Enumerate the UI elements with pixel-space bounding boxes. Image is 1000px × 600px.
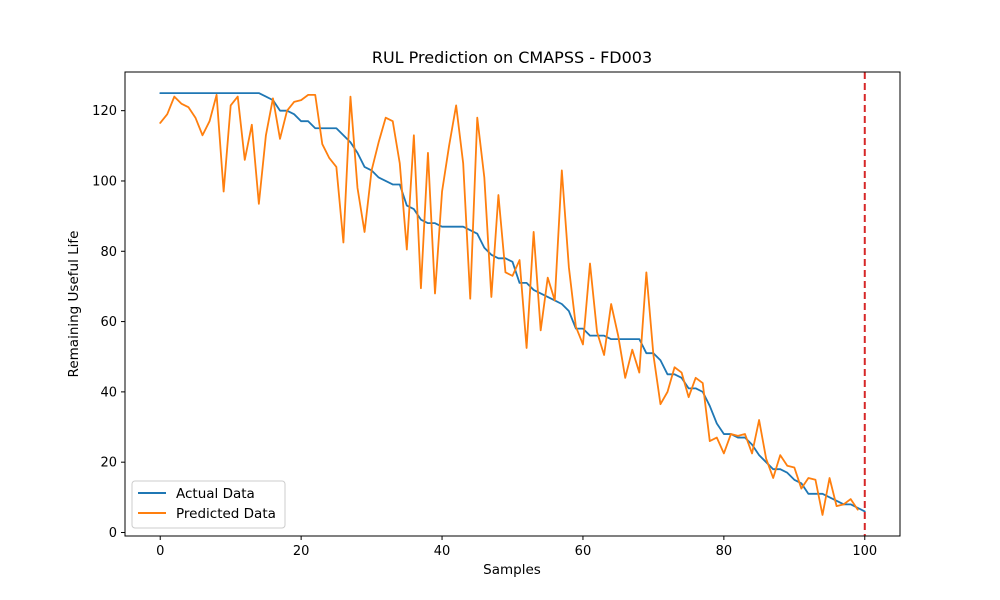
plot-area: [159, 72, 866, 536]
series-line-predicted: [159, 93, 859, 516]
y-tick-label: 120: [92, 104, 117, 119]
legend-label-predicted: Predicted Data: [176, 506, 276, 522]
axis-ticks: 0 20 40 60 80 100 0 20 40 60 80 100 120: [92, 104, 877, 559]
legend-box: [131, 480, 286, 529]
y-tick-label: 40: [100, 385, 117, 400]
plot-frame: [124, 71, 901, 537]
x-tick-label: 80: [716, 544, 733, 559]
y-tick-label: 20: [100, 456, 117, 471]
y-tick-label: 60: [100, 315, 117, 330]
legend-label-actual: Actual Data: [176, 486, 255, 502]
chart-title: RUL Prediction on CMAPSS - FD003: [372, 48, 652, 67]
x-tick-label: 40: [434, 544, 451, 559]
x-tick-label: 20: [293, 544, 310, 559]
x-tick-label: 100: [852, 544, 877, 559]
series-line-actual: [159, 92, 866, 513]
y-tick-label: 0: [109, 526, 117, 541]
x-axis-label: Samples: [483, 562, 541, 578]
y-tick-label: 100: [92, 174, 117, 189]
y-tick-label: 80: [100, 245, 117, 260]
x-tick-label: 60: [575, 544, 592, 559]
y-axis-label: Remaining Useful Life: [66, 231, 82, 378]
legend: Actual Data Predicted Data: [131, 480, 286, 529]
x-tick-label: 0: [156, 544, 164, 559]
